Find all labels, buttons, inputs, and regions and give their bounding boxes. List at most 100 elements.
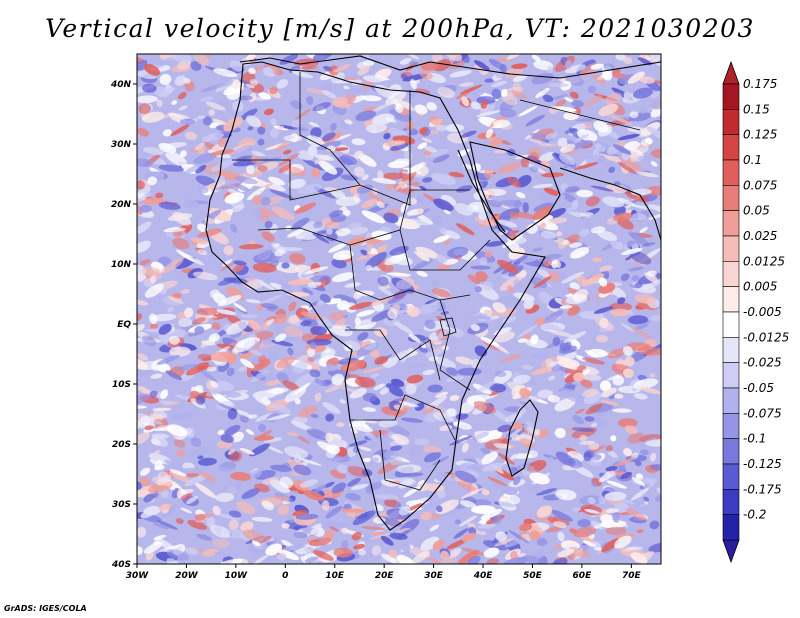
field-patch xyxy=(160,258,184,274)
field-patch xyxy=(532,206,553,220)
colorbar-label: 0.175 xyxy=(743,77,777,91)
field-patch xyxy=(480,336,500,347)
field-patch xyxy=(648,204,661,214)
field-patch xyxy=(612,408,632,413)
field-patch xyxy=(558,242,566,249)
field-patch xyxy=(326,444,340,455)
field-patch xyxy=(533,549,546,560)
field-patch xyxy=(279,125,298,130)
field-patch xyxy=(332,133,352,142)
field-patch xyxy=(404,150,413,161)
field-patch xyxy=(293,126,308,132)
field-patch xyxy=(494,538,514,547)
field-patch xyxy=(288,441,303,446)
field-patch xyxy=(200,472,216,482)
field-patch xyxy=(517,406,526,415)
field-patch xyxy=(626,241,637,247)
field-patch xyxy=(137,405,147,409)
field-patch xyxy=(137,526,147,538)
field-patch xyxy=(139,204,152,213)
field-patch xyxy=(570,140,593,150)
field-patch xyxy=(497,259,519,274)
field-patch xyxy=(309,275,329,283)
field-patch xyxy=(612,375,625,386)
field-patch xyxy=(162,328,186,343)
field-patch xyxy=(259,211,270,222)
field-patch xyxy=(387,308,398,320)
field-patch xyxy=(605,445,614,452)
field-patch xyxy=(143,541,163,554)
field-patch xyxy=(437,87,455,98)
field-patch xyxy=(332,250,354,261)
field-patch xyxy=(153,426,174,432)
field-patch xyxy=(597,230,618,242)
field-patch xyxy=(334,147,349,152)
field-patch xyxy=(531,366,556,375)
field-patch xyxy=(585,403,603,415)
field-patch xyxy=(330,213,347,223)
field-patch xyxy=(468,57,477,68)
field-patch xyxy=(340,154,358,166)
field-patch xyxy=(608,166,616,174)
field-patch xyxy=(623,56,633,65)
field-patch xyxy=(354,376,376,388)
lat-tick-label: 40N xyxy=(110,80,132,90)
field-patch xyxy=(180,118,196,125)
field-patch xyxy=(529,166,539,173)
field-patch xyxy=(331,373,345,386)
field-patch xyxy=(206,516,216,528)
field-patch xyxy=(618,162,636,174)
field-patch xyxy=(439,227,448,235)
field-patch xyxy=(528,138,552,146)
field-patch xyxy=(468,526,477,535)
field-patch xyxy=(174,75,187,86)
field-patch xyxy=(499,139,512,145)
field-patch xyxy=(459,500,476,508)
field-patch xyxy=(620,273,630,282)
field-patch xyxy=(362,79,374,90)
field-patch xyxy=(587,497,596,505)
field-patch xyxy=(523,299,534,310)
field-patch xyxy=(184,164,201,174)
field-patch xyxy=(655,495,661,502)
field-patch xyxy=(416,270,428,277)
field-patch xyxy=(263,64,284,76)
field-patch xyxy=(247,126,254,131)
field-patch xyxy=(636,529,644,534)
field-patch xyxy=(270,118,277,127)
field-patch xyxy=(374,493,399,500)
field-patch xyxy=(577,505,594,513)
field-patch xyxy=(309,342,317,350)
field-patch xyxy=(245,299,261,304)
field-patch xyxy=(537,269,550,278)
field-patch xyxy=(607,348,627,359)
field-patch xyxy=(601,387,617,398)
field-patch xyxy=(283,135,302,142)
field-patch xyxy=(493,443,512,449)
field-patch xyxy=(483,168,494,179)
field-patch xyxy=(366,191,385,203)
field-patch xyxy=(539,152,556,163)
field-patch xyxy=(539,222,546,229)
field-patch xyxy=(162,295,183,306)
border-southern-2 xyxy=(379,429,441,491)
field-patch xyxy=(571,427,595,432)
field-patch xyxy=(140,197,166,205)
field-patch xyxy=(225,391,242,398)
colorbar-label: -0.125 xyxy=(743,457,782,471)
field-patch xyxy=(414,104,428,115)
field-patch xyxy=(550,509,573,522)
field-patch xyxy=(270,387,285,395)
colorbar-swatch xyxy=(722,311,740,338)
field-patch xyxy=(300,436,322,446)
field-patch xyxy=(559,305,573,309)
field-patch xyxy=(335,228,351,237)
field-patch xyxy=(265,543,283,556)
field-patch xyxy=(158,503,172,511)
field-patch xyxy=(476,96,496,105)
field-patch xyxy=(187,520,208,530)
field-patch xyxy=(447,548,462,559)
field-patch xyxy=(562,239,569,245)
field-patch xyxy=(236,409,252,418)
field-patch xyxy=(488,58,505,70)
